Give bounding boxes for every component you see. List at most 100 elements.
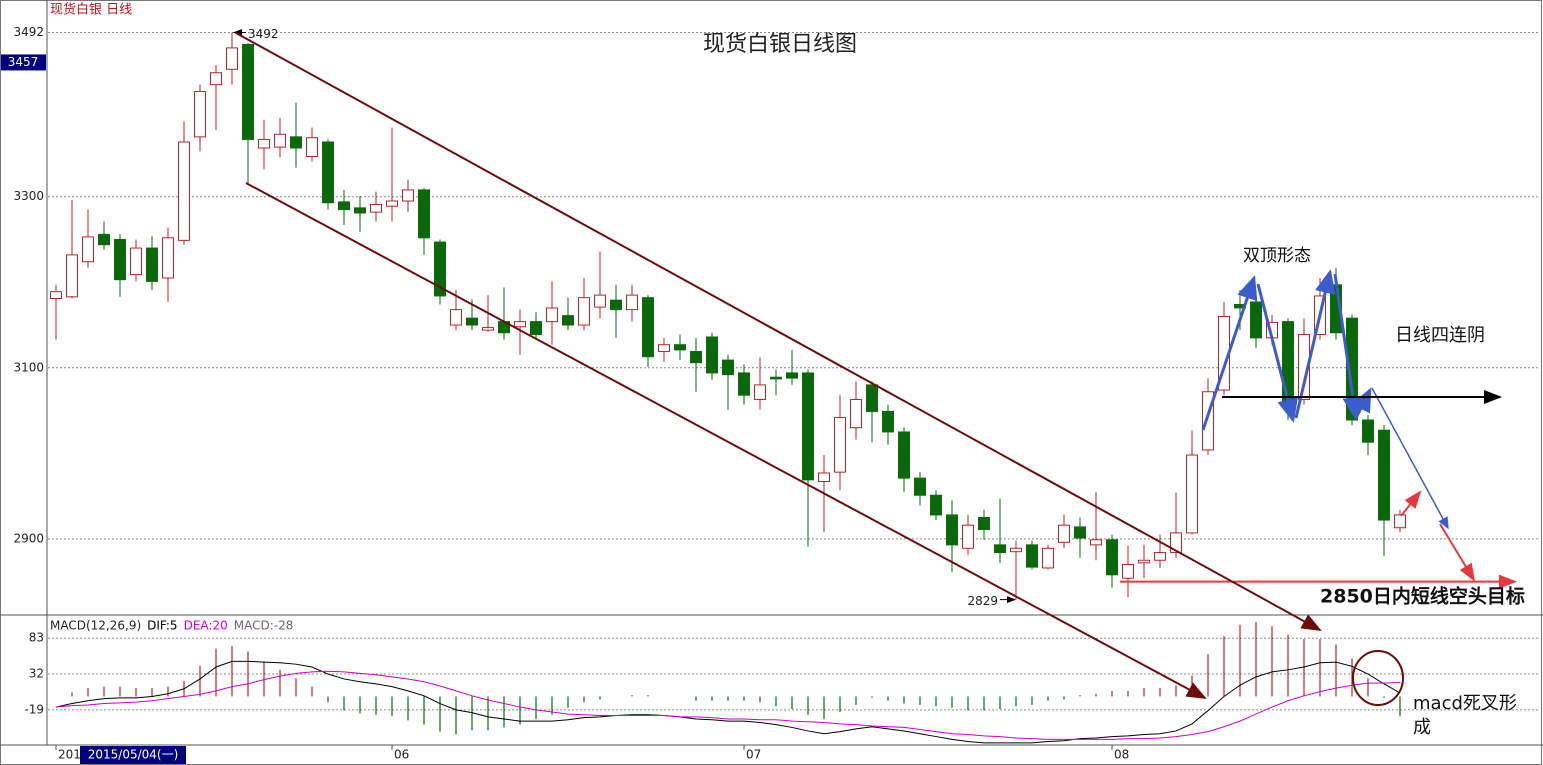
macd-annotation: macd死叉形成 <box>1413 693 1517 738</box>
candle-body <box>610 299 622 311</box>
candle-body <box>66 254 78 298</box>
pattern-arrow <box>1371 387 1449 530</box>
candle-body <box>882 410 894 433</box>
candle-body <box>1250 301 1262 339</box>
candle-body <box>338 201 350 211</box>
candle-body <box>786 372 798 379</box>
candle-body <box>1106 539 1118 576</box>
candle-body <box>290 136 302 149</box>
candle-body <box>466 317 478 326</box>
channel-upper <box>235 32 1322 631</box>
y-tick-label: 32 <box>29 667 44 681</box>
chart-label: 现货白银 日线 <box>50 2 132 18</box>
y-tick-label: 3100 <box>13 360 44 374</box>
candle-body <box>242 43 254 140</box>
candle-body <box>1202 391 1214 451</box>
y-tick-label: 3300 <box>13 189 44 203</box>
candle-body <box>1394 514 1406 529</box>
candle-body <box>1298 333 1310 400</box>
candle-body <box>210 72 222 86</box>
peak-label: 3492 <box>248 27 279 41</box>
candle-body <box>450 309 462 326</box>
pattern-arrow <box>1201 275 1258 431</box>
candle-body <box>162 237 174 279</box>
candle-body <box>194 91 206 138</box>
candle-body <box>1010 547 1022 553</box>
annotation: 日线四连阴 <box>1395 325 1485 346</box>
candle-body <box>642 297 654 358</box>
candle-body <box>594 294 606 308</box>
candle-body <box>1170 532 1182 554</box>
channel-lower <box>245 182 1207 699</box>
candle-body <box>1138 559 1150 564</box>
candle-body <box>354 207 366 214</box>
candle-body <box>690 351 702 364</box>
drawings <box>235 32 1502 706</box>
bounce-arrow <box>1400 490 1422 517</box>
macd-line <box>55 660 1401 744</box>
candle-body <box>978 516 990 530</box>
candle-body <box>418 189 430 239</box>
candle-body <box>482 327 494 331</box>
candle-body <box>114 238 126 281</box>
candle-body <box>914 477 926 496</box>
candle-body <box>1090 539 1102 546</box>
candle-body <box>866 384 878 412</box>
candle-body <box>370 203 382 213</box>
candle-body <box>82 236 94 263</box>
candle-body <box>98 233 110 246</box>
candle-body <box>802 372 814 481</box>
macd-line <box>55 670 1401 740</box>
candle-body <box>930 494 942 516</box>
candle-body <box>658 344 670 353</box>
candle-body <box>1026 544 1038 568</box>
candle-body <box>146 247 158 282</box>
annotation: 双顶形态 <box>1243 246 1311 266</box>
candle-body <box>722 359 734 376</box>
legend-entry: DEA:20 <box>184 619 228 633</box>
candle-body <box>1122 564 1134 579</box>
candle-body <box>706 336 718 374</box>
cursor-price-box <box>1 54 46 71</box>
cursor-label: 2015/05/04(一) <box>88 748 179 762</box>
cross-circle <box>1352 650 1404 706</box>
candle-body <box>402 189 414 202</box>
x-tick-label: 06 <box>394 748 409 762</box>
candle-body <box>562 315 574 326</box>
candle-body <box>1362 419 1374 443</box>
candle-body <box>578 297 590 326</box>
candle-body <box>898 431 910 479</box>
candle-body <box>258 138 270 149</box>
pattern-arrow <box>1351 387 1372 419</box>
candle-body <box>226 47 238 70</box>
candle-body <box>530 321 542 335</box>
candle-body <box>994 544 1006 554</box>
y-tick-label: 3492 <box>13 25 44 39</box>
candle-body <box>818 472 830 483</box>
candle-body <box>306 137 318 158</box>
trough-label: 2829 <box>967 594 998 608</box>
candle-body <box>674 344 686 351</box>
candle-body <box>946 514 958 546</box>
candle-body <box>626 294 638 311</box>
candle-body <box>386 200 398 207</box>
candle-body <box>1186 454 1198 534</box>
y-tick-label: -19 <box>24 702 44 716</box>
candle-body <box>434 241 446 297</box>
candle-body <box>754 384 766 400</box>
pattern-arrow <box>1294 269 1336 419</box>
candle-body <box>1154 552 1166 561</box>
x-tick-label: 08 <box>1114 748 1129 762</box>
legend-entry: MACD:-28 <box>234 619 294 633</box>
y-tick-label: 83 <box>29 631 44 645</box>
candle-body <box>962 524 974 549</box>
candle-body <box>834 416 846 473</box>
candle-body <box>178 141 190 241</box>
annotation: 2850日内短线空头目标 <box>1320 585 1525 608</box>
x-tick-label: 07 <box>746 748 761 762</box>
candle-body <box>1042 547 1054 569</box>
cursor-box <box>80 746 186 764</box>
candle-body <box>274 133 286 148</box>
